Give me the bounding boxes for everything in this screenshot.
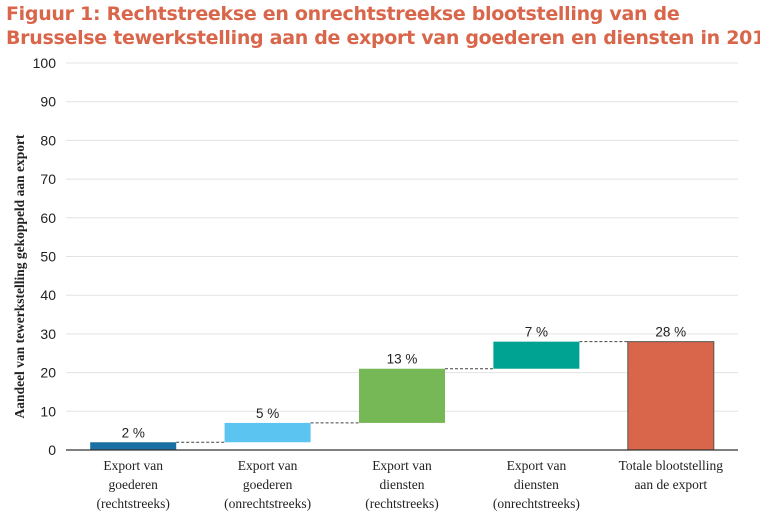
- y-tick-label: 50: [40, 249, 56, 265]
- y-tick-label: 60: [40, 210, 56, 226]
- y-tick-label: 70: [40, 171, 56, 187]
- category-labels: Export van goederen (rechtstreeks)Export v…: [96, 458, 723, 511]
- category-label-line: Totale blootstelling: [619, 458, 724, 473]
- y-tick-label: 100: [33, 55, 57, 71]
- y-tick-label: 90: [40, 94, 56, 110]
- category-label-line: (rechtstreeks): [96, 496, 169, 511]
- chart-title: Figuur 1: Rechtstreekse en onrechtstreek…: [6, 2, 760, 50]
- category-label-line: Export van: [372, 458, 432, 473]
- y-tick-label: 40: [40, 287, 56, 303]
- category-label-line: diensten: [380, 477, 425, 492]
- category-label-line: diensten: [514, 477, 559, 492]
- category-label-line: goederen: [243, 477, 293, 492]
- category-label-line: Export van: [507, 458, 567, 473]
- y-tick-label: 10: [40, 403, 56, 419]
- chart-title-line-2: Brusselse tewerkstelling aan de export v…: [6, 27, 760, 49]
- bars: [90, 341, 715, 451]
- category-label-line: Export van: [238, 458, 298, 473]
- category-label-line: (onrechtstreeks): [493, 496, 580, 511]
- bar: [90, 442, 177, 450]
- category-label: Export van goederen (onrechtstreeks): [224, 458, 311, 511]
- bar: [224, 422, 311, 443]
- bar: [627, 341, 715, 451]
- chart-title-line-1: Figuur 1: Rechtstreekse en onrechtstreek…: [6, 3, 680, 25]
- category-label: Export van goederen (rechtstreeks): [96, 458, 169, 511]
- category-label-line: (onrechtstreeks): [224, 496, 311, 511]
- data-label: 13 %: [387, 352, 418, 367]
- y-tick-label: 20: [40, 365, 56, 381]
- bar: [493, 341, 580, 369]
- data-label: 2 %: [122, 425, 145, 440]
- category-label: Export van diensten (rechtstreeks): [365, 458, 438, 511]
- category-label: Export van diensten (onrechtstreeks): [493, 458, 580, 511]
- category-label-line: aan de export: [634, 477, 707, 492]
- data-label: 5 %: [256, 406, 279, 421]
- y-tick-label: 0: [48, 442, 56, 458]
- y-axis-label: Aandeel van tewerkstelling gekoppeld aan…: [12, 134, 27, 418]
- data-label: 7 %: [525, 325, 548, 340]
- grid-lines: [66, 62, 738, 412]
- category-label: Totale blootstelling aan de export: [619, 458, 724, 492]
- category-label-line: Export van: [103, 458, 163, 473]
- y-tick-label: 80: [40, 132, 56, 148]
- y-axis-ticks: 0 10 20 30 40 50 60 70 80 90 100: [33, 55, 57, 458]
- data-label: 28 %: [655, 325, 686, 340]
- data-labels: 2 % 5 % 13 % 7 % 28 %: [122, 325, 687, 441]
- category-label-line: (rechtstreeks): [365, 496, 438, 511]
- y-tick-label: 30: [40, 326, 56, 342]
- bar: [359, 368, 445, 423]
- category-label-line: goederen: [108, 477, 158, 492]
- connector-lines: [176, 341, 628, 443]
